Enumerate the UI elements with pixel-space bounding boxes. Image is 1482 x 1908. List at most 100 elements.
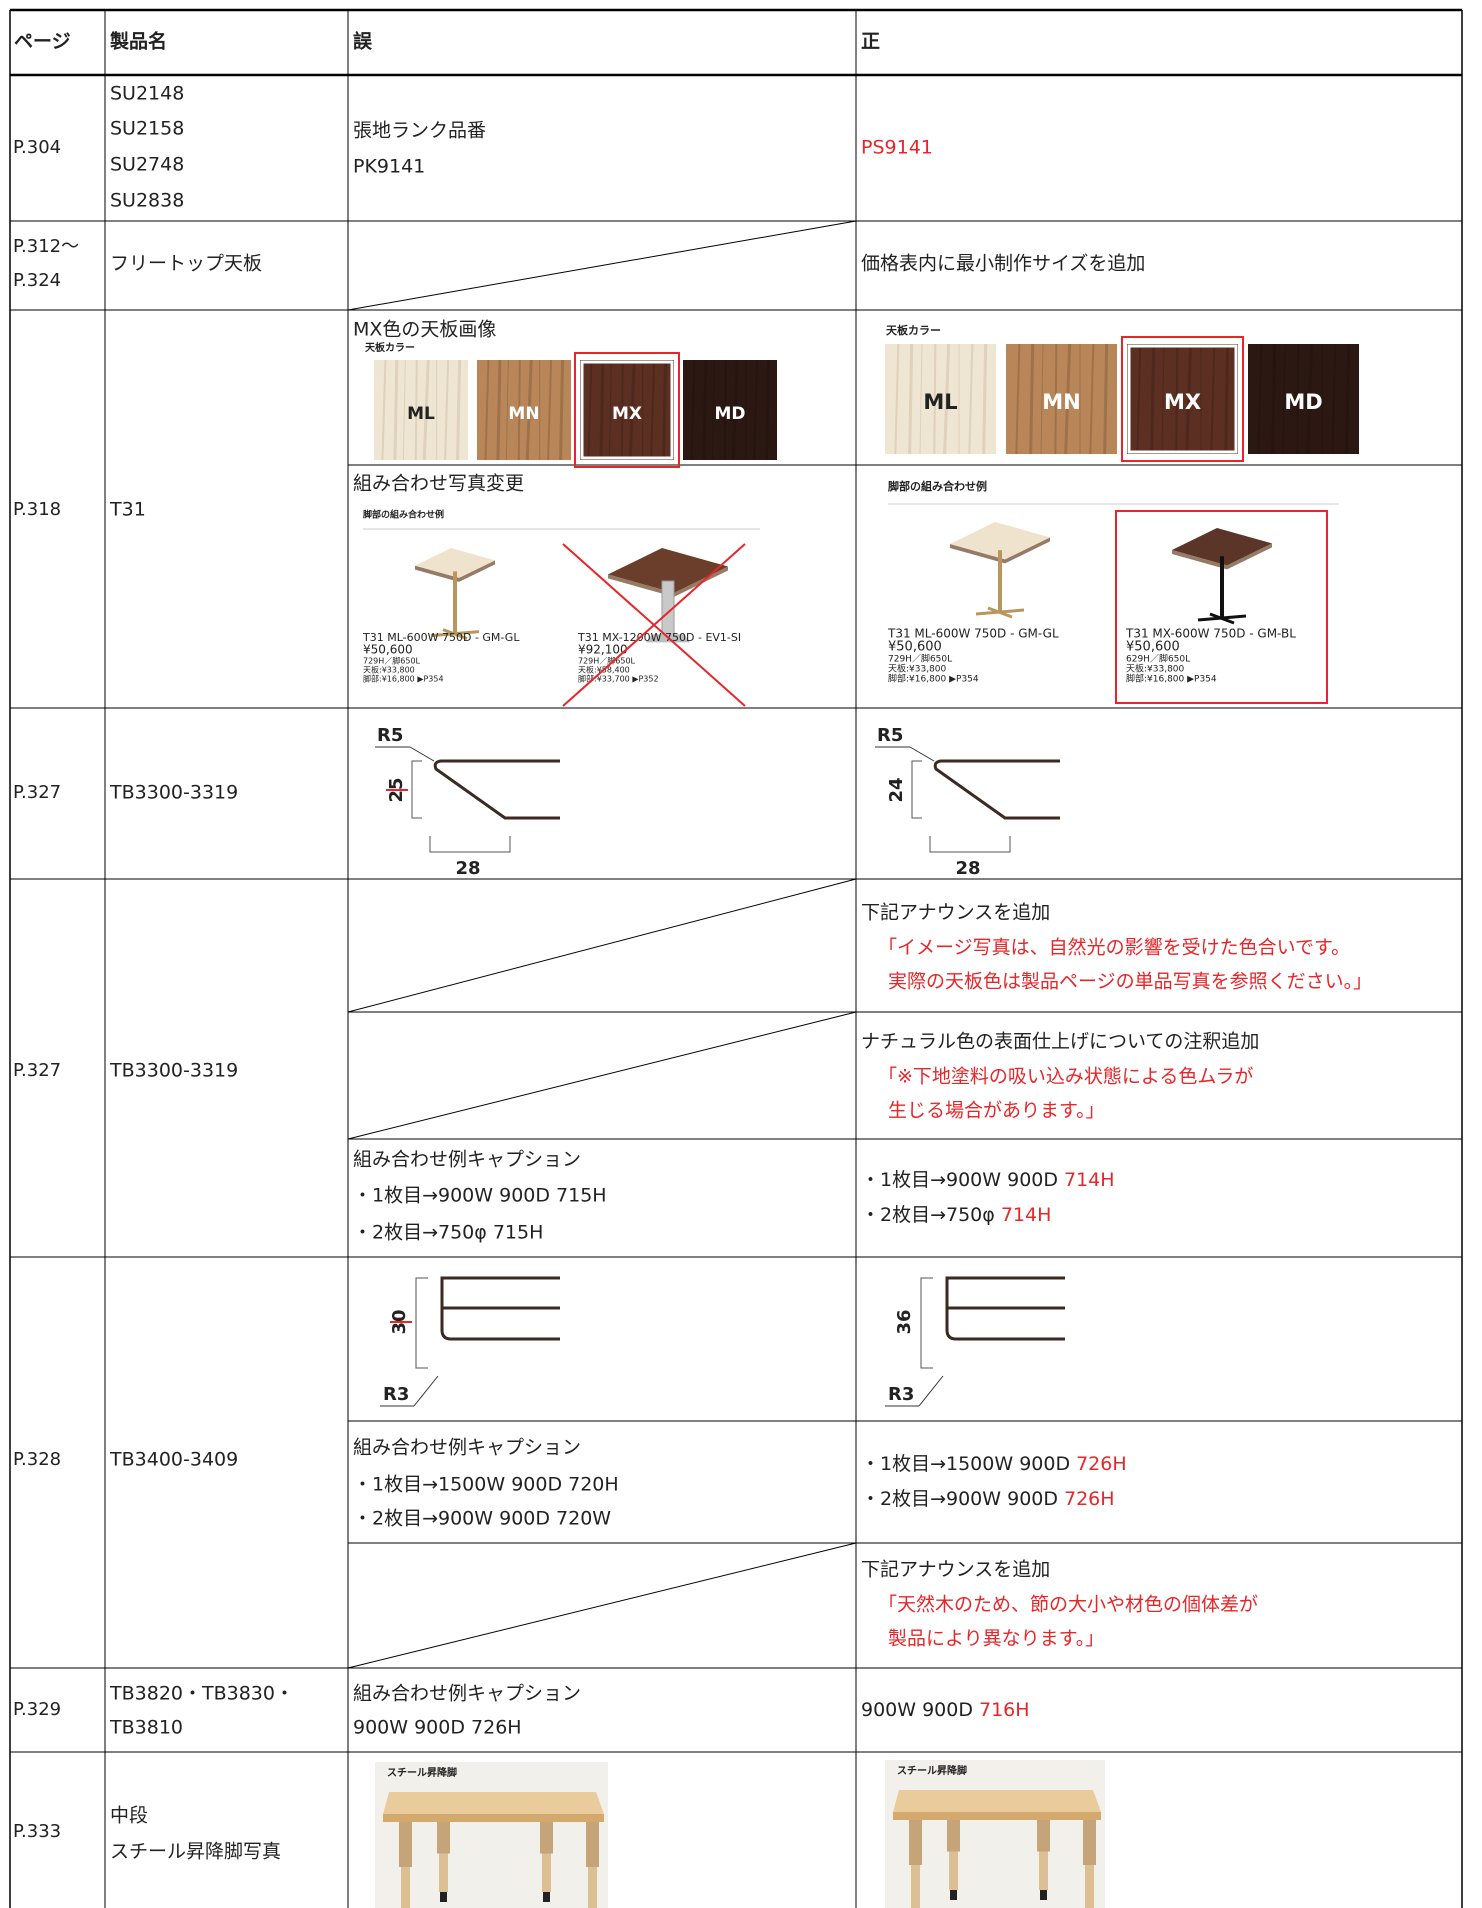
wood-grain [982, 343, 988, 455]
swatch-label: MN [1042, 390, 1080, 414]
photo-caption: 脚部:¥33,700 ▶P352 [578, 674, 659, 684]
table-top [950, 522, 1050, 560]
page-number: P.318 [13, 499, 61, 520]
wood-grain [547, 359, 553, 461]
leader [413, 1375, 439, 1407]
table-leg [437, 1822, 450, 1854]
table-leg [1085, 1865, 1094, 1908]
cell-text: 組み合わせ写真変更 [353, 473, 524, 495]
photo-caption: 天板:¥33,800 [363, 665, 415, 675]
cell-text: MX色の天板画像 [353, 319, 496, 341]
profile-shape [945, 1276, 1065, 1341]
table-leg [401, 1867, 410, 1908]
wood-grain [402, 359, 406, 461]
dimension-label: R5 [877, 725, 903, 746]
wood-grain [650, 359, 656, 461]
table-foot [440, 1892, 447, 1902]
wood-grain [559, 359, 565, 461]
changed-text: 726H [1076, 1453, 1127, 1475]
wood-grain [1136, 343, 1142, 455]
table-leg [540, 1822, 553, 1854]
wood-grain [1282, 343, 1286, 455]
photo-caption: ¥92,100 [578, 643, 628, 657]
wood-grain [1029, 343, 1035, 455]
wood-grain [1103, 343, 1109, 455]
page-number: P.324 [13, 270, 61, 291]
text-part: ・1枚目→900W 900D [861, 1169, 1058, 1191]
table-base [1209, 612, 1235, 625]
page-number: P.328 [13, 1449, 61, 1470]
wood-grain [753, 359, 759, 461]
cell-text: ・1枚目→900W 900D 715H [353, 1185, 607, 1207]
photo-caption: 天板:¥33,800 [888, 663, 947, 675]
wood-grain [505, 359, 509, 461]
leader [409, 746, 435, 762]
table-base [442, 628, 468, 641]
diagonal [347, 878, 857, 1013]
swatch-label: ML [407, 404, 435, 424]
cell-text: ・2枚目→750φ 715H [353, 1222, 543, 1244]
text-part: 900W 900D [861, 1699, 973, 1721]
image-heading: 脚部の組み合わせ例 [363, 509, 444, 521]
product-name: スチール昇降脚写真 [110, 1841, 281, 1863]
cell-text: 価格表内に最小制作サイズを追加 [861, 253, 1145, 275]
wood-grain [608, 359, 612, 461]
image-heading: 脚部の組み合わせ例 [888, 479, 987, 493]
wood-grain [1257, 343, 1263, 455]
page-number: P.312～ [13, 236, 79, 257]
changed-text: 726H [1064, 1488, 1115, 1510]
cell-text: ナチュラル色の表面仕上げについての注釈追加 [861, 1031, 1259, 1053]
table-leg [453, 571, 457, 634]
image-heading: スチール昇降脚 [387, 1766, 457, 1779]
dimension-bracket [920, 1277, 933, 1369]
wood-grain [1331, 343, 1337, 455]
cell-text: 900W 900D 716H [861, 1699, 1030, 1721]
dimension-bracket [929, 836, 1011, 853]
text-part: ・2枚目→900W 900D [861, 1488, 1058, 1510]
table-foot [543, 1892, 550, 1902]
photo-caption: 729H／脚650L [888, 654, 952, 665]
wood-grain [723, 359, 727, 461]
product-name: SU2838 [110, 190, 184, 212]
swatch-inner-border [580, 360, 674, 460]
table-edge [383, 1814, 604, 1822]
wood-grain [1210, 343, 1216, 455]
changed-text: 製品により異なります。」 [888, 1628, 1104, 1650]
dimension-bracket [911, 760, 922, 819]
changed-text: 「天然木のため、節の大小や材色の個体差が [878, 1594, 1258, 1616]
wood-grain [968, 343, 974, 455]
table-leg [1083, 1820, 1096, 1865]
wood-grain [496, 359, 502, 461]
wood-grain [1271, 343, 1277, 455]
photo-caption: 天板:¥33,800 [1126, 663, 1185, 675]
table-leg [947, 1820, 960, 1852]
text-part: ・1枚目→1500W 900D [861, 1453, 1070, 1475]
highlight-box [1115, 510, 1328, 704]
wood-grain [587, 359, 593, 461]
swatch [1248, 344, 1359, 454]
table-top [1172, 528, 1272, 566]
table-base [987, 606, 1013, 619]
cell-text: ・1枚目→1500W 900D 726H [861, 1453, 1127, 1475]
wood-grain [1296, 343, 1300, 455]
diagonal [347, 1542, 857, 1669]
swatch [477, 360, 571, 460]
wood-grain [662, 359, 668, 461]
product-name: SU2148 [110, 83, 184, 105]
table-top [383, 1792, 604, 1814]
product-name: TB3810 [109, 1717, 183, 1739]
product-name: TB3300-3319 [109, 1060, 238, 1082]
wood-grain [908, 343, 914, 455]
photo-caption: T31 ML-600W 750D - GM-GL [887, 627, 1059, 641]
swatch-label: MD [1284, 390, 1322, 414]
dimension-bracket [411, 760, 422, 819]
table-foot [950, 1890, 957, 1900]
changed-text: 714H [1064, 1169, 1115, 1191]
wood-grain [381, 359, 387, 461]
photo-caption: 729H／脚650L [578, 656, 636, 666]
product-name: SU2748 [110, 154, 184, 176]
table-top [415, 548, 495, 578]
leader [918, 1375, 944, 1407]
cell-text: ・1枚目→1500W 900D 720H [353, 1474, 619, 1496]
dimension-label: R3 [383, 1384, 409, 1405]
